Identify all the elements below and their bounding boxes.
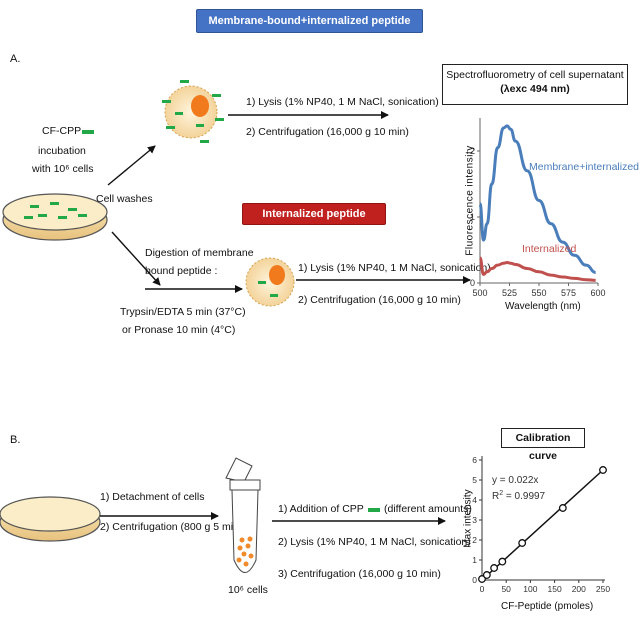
internalized-series bbox=[478, 256, 596, 282]
internalized-banner: Internalized peptide bbox=[242, 203, 386, 225]
incubation-label: incubation bbox=[38, 145, 86, 157]
petri-dish-b bbox=[0, 496, 101, 542]
lower-centrifugation-step: 2) Centrifugation (16,000 g 10 min) bbox=[298, 294, 461, 306]
calibration-x-tick-label: 50 bbox=[501, 584, 511, 594]
r-squared: R2 = 0.9997 bbox=[492, 490, 546, 502]
petri-dish-a bbox=[2, 193, 108, 241]
calibration-x-tick-label: 150 bbox=[548, 584, 562, 594]
calibration-y-tick-label: 5 bbox=[472, 475, 477, 485]
r-squared-superscript: 2 bbox=[499, 490, 503, 497]
calibration-x-tick-label: 200 bbox=[572, 584, 586, 594]
calibration-x-tick-label: 0 bbox=[480, 584, 485, 594]
calibration-y-tick-label: 4 bbox=[472, 495, 477, 505]
spectrum-x-tick-label: 500 bbox=[472, 288, 487, 298]
peptide-marker-icon bbox=[82, 130, 94, 134]
cf-cpp-label: CF-CPP bbox=[42, 125, 82, 137]
spectrum-x-tick-label: 550 bbox=[531, 288, 546, 298]
r-squared-symbol: R bbox=[492, 491, 499, 502]
legend-membrane-internalized: Membrane+internalized bbox=[529, 161, 640, 173]
arrow-to-digestion bbox=[111, 231, 161, 286]
spectrum-y-tick-label: 1 bbox=[470, 212, 475, 222]
cell-washes-label: Cell washes bbox=[96, 193, 153, 205]
calibration-y-tick-label: 1 bbox=[472, 555, 477, 565]
spectrum-x-tick-label: 525 bbox=[502, 288, 517, 298]
calibration-title: Calibration curve bbox=[515, 432, 571, 462]
spectro-title: Spectrofluorometry of cell supernatant bbox=[446, 69, 624, 81]
calibration-point bbox=[558, 504, 567, 512]
digestion-label-line1: Digestion of membrane bbox=[145, 247, 254, 259]
digestion-label-line2: bound peptide : bbox=[145, 265, 218, 277]
calibration-x-tick-label: 100 bbox=[523, 584, 537, 594]
calibration-y-axis-label: Max intensity bbox=[462, 489, 474, 548]
cell-count-label: 10⁶ cells bbox=[228, 584, 268, 596]
spectro-excitation: (λexc 494 nm) bbox=[500, 83, 570, 95]
panel-b-label: B. bbox=[10, 434, 21, 446]
centrifugation-step-b: 3) Centrifugation (16,000 g 10 min) bbox=[278, 568, 441, 580]
calibration-y-tick-label: 0 bbox=[472, 575, 477, 585]
spectrum-y-axis-label: Fluorescence intensity bbox=[464, 145, 476, 256]
fit-equation: y = 0.022x bbox=[492, 475, 538, 486]
calibration-point bbox=[518, 539, 527, 547]
arrow-to-upper-cell bbox=[107, 145, 156, 186]
membrane-bound-banner: Membrane-bound+internalized peptide bbox=[196, 9, 423, 33]
lysis-step-b: 2) Lysis (1% NP40, 1 M NaCl, sonication) bbox=[278, 536, 471, 548]
calibration-y-tick-label: 2 bbox=[472, 535, 477, 545]
spectrum-y-tick-label: 0 bbox=[470, 278, 475, 288]
centrifuge-tube-icon bbox=[225, 457, 261, 573]
calibration-x-axis-label: CF-Peptide (pmoles) bbox=[501, 601, 594, 612]
calibration-y-tick-label: 6 bbox=[472, 455, 477, 465]
centrifugation-800-step: 2) Centrifugation (800 g 5 min) bbox=[100, 521, 243, 533]
addition-note: (different amounts) bbox=[384, 503, 472, 515]
pronase-label: or Pronase 10 min (4°C) bbox=[122, 324, 236, 336]
legend-internalized: Internalized bbox=[522, 243, 577, 255]
spectrum-y-tick-label: 2 bbox=[470, 146, 475, 156]
calibration-point bbox=[498, 557, 507, 566]
cpp-marker-icon bbox=[368, 508, 380, 512]
calibration-x-tick-label: 250 bbox=[596, 584, 610, 594]
detachment-step: 1) Detachment of cells bbox=[100, 491, 205, 503]
panel-a-label: A. bbox=[10, 53, 21, 65]
trypsin-label: Trypsin/EDTA 5 min (37°C) bbox=[120, 306, 246, 318]
lower-cell-icon bbox=[245, 257, 295, 307]
spectrum-plot: 500 525 550 575 600 0 1 2 bbox=[470, 118, 606, 298]
spectro-title-box: Spectrofluorometry of cell supernatant (… bbox=[442, 64, 628, 105]
membrane-internalized-series bbox=[478, 124, 596, 274]
upper-cell-icon bbox=[162, 80, 224, 143]
r-squared-value: = 0.9997 bbox=[503, 491, 545, 502]
upper-lysis-step: 1) Lysis (1% NP40, 1 M NaCl, sonication) bbox=[246, 96, 439, 108]
calibration-point bbox=[490, 564, 499, 572]
lower-lysis-step: 1) Lysis (1% NP40, 1 M NaCl, sonication) bbox=[298, 262, 491, 274]
calibration-point bbox=[599, 466, 607, 474]
upper-centrifugation-step: 2) Centrifugation (16,000 g 10 min) bbox=[246, 126, 409, 138]
with-cells-label: with 10⁶ cells bbox=[32, 163, 94, 175]
spectrum-x-tick-label: 575 bbox=[561, 288, 576, 298]
calibration-y-tick-label: 3 bbox=[472, 515, 477, 525]
spectrum-x-axis-label: Wavelength (nm) bbox=[505, 301, 581, 312]
calibration-point bbox=[478, 575, 486, 583]
calibration-point bbox=[482, 571, 491, 579]
spectrum-x-tick-label: 600 bbox=[590, 288, 605, 298]
calibration-title-box: Calibration curve bbox=[501, 428, 585, 462]
addition-step: 1) Addition of CPP bbox=[278, 503, 364, 515]
